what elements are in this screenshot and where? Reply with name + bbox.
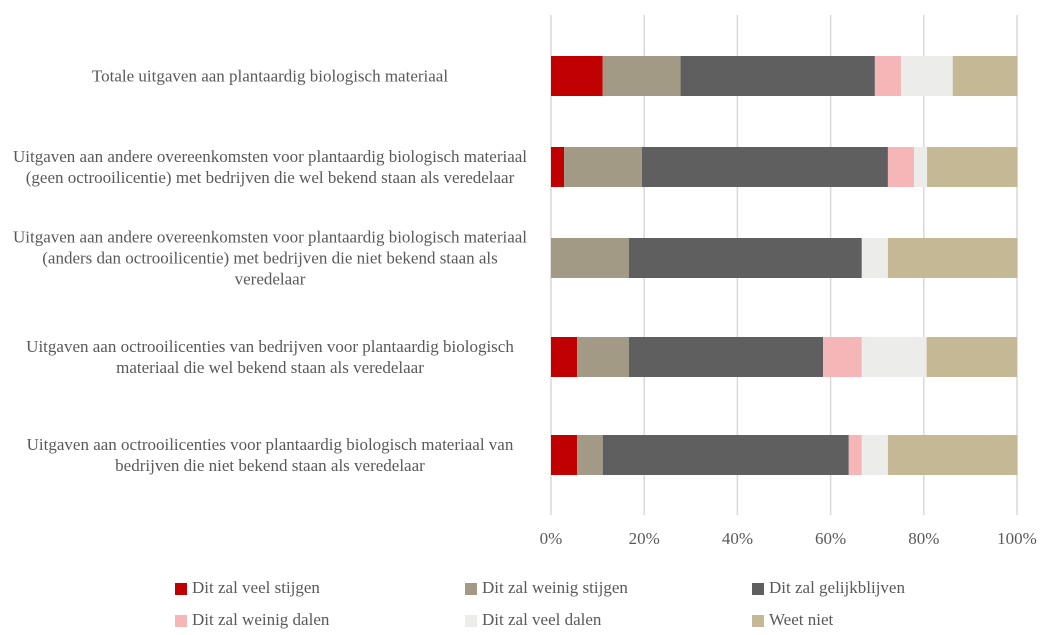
legend-swatch bbox=[465, 583, 477, 595]
bar-segment bbox=[564, 147, 642, 187]
bar-segment bbox=[641, 147, 888, 187]
category-label: Uitgaven aan octrooilicenties van bedrij… bbox=[26, 337, 514, 377]
x-tick-label: 40% bbox=[722, 529, 753, 548]
x-tick-label: 60% bbox=[815, 529, 846, 548]
bar-segment bbox=[680, 56, 875, 96]
bar-segment bbox=[577, 337, 629, 377]
x-tick-label: 80% bbox=[908, 529, 939, 548]
bar-segment bbox=[861, 435, 888, 475]
bar-segment bbox=[551, 435, 578, 475]
legend-label: Dit zal weinig dalen bbox=[192, 610, 330, 629]
bar-segment bbox=[848, 435, 862, 475]
legend-label: Dit zal veel stijgen bbox=[192, 578, 320, 597]
bar-segment bbox=[551, 56, 603, 96]
legend-swatch bbox=[752, 583, 764, 595]
legend-label: Dit zal veel dalen bbox=[482, 610, 602, 629]
bar-segment bbox=[861, 238, 888, 278]
x-tick-label: 0% bbox=[540, 529, 563, 548]
bar-segment bbox=[602, 56, 681, 96]
bar-segment bbox=[823, 337, 862, 377]
legend-label: Dit zal gelijkblijven bbox=[769, 578, 905, 597]
bar-segment bbox=[887, 435, 1018, 475]
bar-segment bbox=[628, 337, 824, 377]
bar-segment bbox=[926, 337, 1017, 377]
bar-segment bbox=[952, 56, 1018, 96]
x-tick-label: 20% bbox=[629, 529, 660, 548]
bar-segment bbox=[900, 56, 953, 96]
x-tick-label: 100% bbox=[997, 529, 1037, 548]
category-label: Uitgaven aan andere overeenkomsten voor … bbox=[12, 147, 528, 187]
bar-segment bbox=[628, 238, 862, 278]
bar-segment bbox=[861, 337, 927, 377]
bar-segment bbox=[887, 147, 915, 187]
bar-segment bbox=[551, 147, 565, 187]
bar-segment bbox=[551, 337, 578, 377]
bar-segment bbox=[887, 238, 1018, 278]
legend-swatch bbox=[465, 615, 477, 627]
legend-swatch bbox=[752, 615, 764, 627]
category-label: Uitgaven aan andere overeenkomsten voor … bbox=[12, 227, 528, 289]
bar-segment bbox=[914, 147, 928, 187]
bar-segment bbox=[874, 56, 901, 96]
category-label: Totale uitgaven aan plantaardig biologis… bbox=[91, 66, 449, 86]
legend-swatch bbox=[175, 583, 187, 595]
bar-segment bbox=[602, 435, 849, 475]
bar-segment bbox=[927, 147, 1018, 187]
legend-swatch bbox=[175, 615, 187, 627]
legend-label: Weet niet bbox=[769, 610, 834, 629]
legend-label: Dit zal weinig stijgen bbox=[482, 578, 628, 597]
bar-segment bbox=[577, 435, 603, 475]
category-label: Uitgaven aan octrooilicenties voor plant… bbox=[26, 435, 514, 475]
bar-segment bbox=[551, 238, 629, 278]
